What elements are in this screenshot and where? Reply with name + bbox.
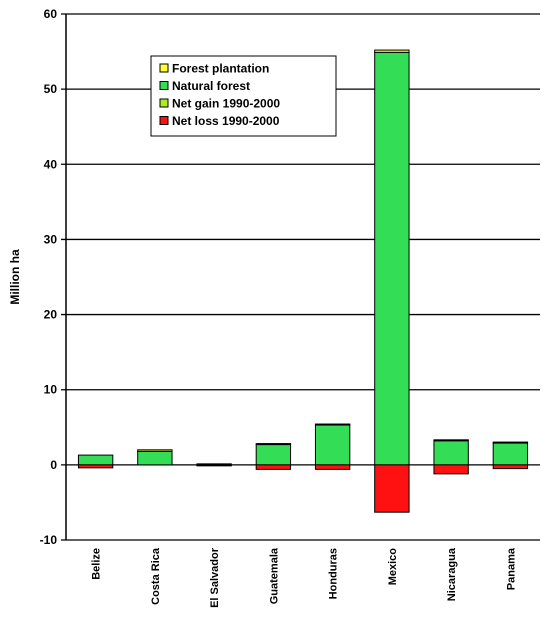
y-tick-labels: -10 0 10 20 30 40 50 60 — [40, 7, 58, 547]
legend-swatch — [159, 116, 169, 125]
x-tick-label: Panama — [505, 547, 517, 590]
y-axis-label: Million ha — [8, 249, 22, 305]
bar-net-loss-1990-2000 — [433, 464, 469, 475]
y-tick-label: 20 — [44, 308, 58, 322]
y-tick-label: 40 — [44, 157, 58, 171]
bar-natural-forest — [314, 424, 351, 466]
bar-natural-forest — [77, 454, 114, 466]
x-tick-label: Belize — [91, 548, 103, 580]
legend-swatch — [159, 98, 169, 108]
bar-net-loss-1990-2000 — [314, 464, 351, 470]
y-tick-label: -10 — [40, 533, 58, 547]
bar-net-loss-1990-2000 — [374, 464, 410, 513]
legend-label: Net loss 1990-2000 — [172, 114, 280, 128]
bar-net-loss-1990-2000 — [492, 464, 529, 470]
legend: Forest plantation Natural forest Net gain … — [150, 55, 337, 137]
x-tick-label: Honduras — [328, 548, 340, 599]
legend-swatch — [159, 63, 169, 73]
x-tick-label: Nicaragua — [446, 547, 458, 601]
legend-swatch — [159, 81, 169, 90]
x-tick-labels: Belize Costa Rica El Salvador Guatemala Hond… — [91, 547, 518, 608]
y-tick-label: 50 — [44, 82, 58, 96]
bar-net-loss-1990-2000 — [196, 464, 232, 467]
legend-box — [150, 55, 337, 137]
bar-natural-forest — [137, 450, 173, 466]
bar-forest-plantation — [374, 49, 410, 53]
bar-natural-forest — [255, 444, 292, 466]
legend-label: Forest plantation — [172, 62, 269, 76]
bar-net-loss-1990-2000 — [77, 464, 114, 469]
bar-natural-forest — [374, 51, 410, 466]
y-tick-label: 10 — [44, 383, 58, 397]
x-tick-label: Costa Rica — [150, 547, 162, 605]
bars — [77, 49, 529, 513]
x-tick-label: Guatemala — [268, 547, 280, 604]
x-tick-label: El Salvador — [209, 547, 221, 608]
bar-forest-plantation — [492, 441, 529, 444]
bar-forest-plantation — [255, 443, 292, 446]
bar-forest-plantation — [433, 439, 469, 442]
bar-natural-forest — [492, 442, 529, 466]
y-tick-label: 60 — [44, 7, 58, 21]
bar-natural-forest — [433, 440, 469, 466]
bar-forest-plantation — [137, 449, 173, 452]
x-tick-label: Mexico — [387, 548, 399, 586]
legend-label: Natural forest — [172, 79, 250, 93]
bar-net-loss-1990-2000 — [255, 464, 292, 470]
y-tick-label: 0 — [50, 458, 57, 472]
bar-forest-plantation — [314, 423, 351, 426]
y-tick-label: 30 — [44, 232, 58, 246]
legend-label: Net gain 1990-2000 — [172, 97, 280, 111]
